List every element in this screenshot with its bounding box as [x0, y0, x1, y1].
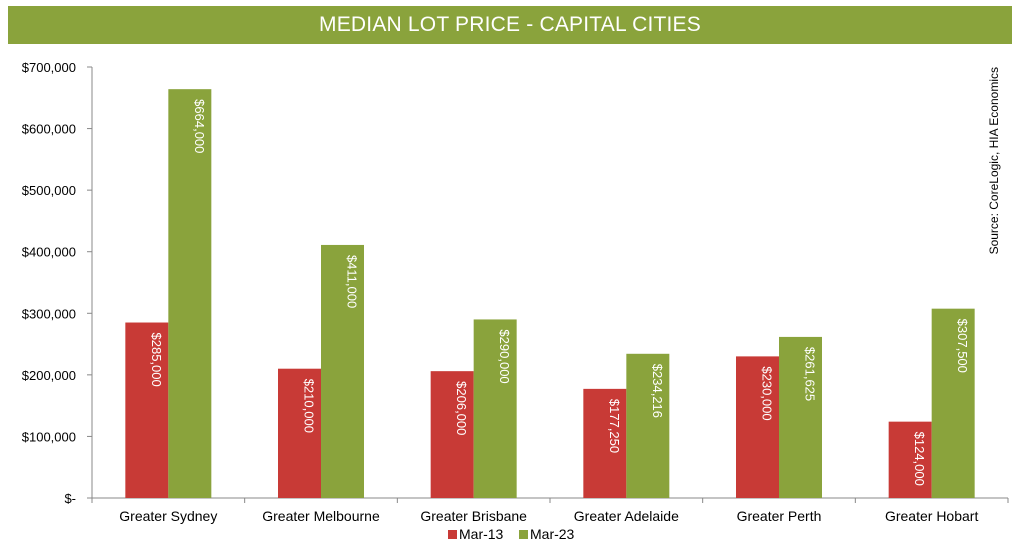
bar-mar-13	[125, 322, 169, 498]
bar-value-label: $210,000	[302, 379, 317, 433]
y-tick-label: $500,000	[22, 183, 76, 198]
y-tick-label: $400,000	[22, 245, 76, 260]
legend: Mar-13 Mar-23	[448, 526, 575, 542]
bar-mar-23	[473, 319, 517, 498]
x-category-label: Greater Melbourne	[262, 508, 380, 524]
bar-mar-13	[888, 421, 932, 498]
bars	[125, 89, 975, 498]
bar-mar-13	[278, 368, 321, 498]
source-note: Source: CoreLogic, HIA Economics	[987, 67, 1001, 254]
bar-value-label: $411,000	[345, 255, 360, 308]
y-tick-label: $-	[64, 491, 76, 506]
x-category-label: Greater Brisbane	[420, 508, 527, 524]
y-tick-label: $600,000	[22, 122, 76, 137]
x-category-label: Greater Adelaide	[574, 508, 679, 524]
bar-value-label: $206,000	[454, 381, 469, 435]
x-category-label: Greater Sydney	[119, 508, 217, 524]
legend-swatch	[519, 530, 528, 539]
bar-value-label: $664,000	[192, 99, 207, 153]
bar-mar-23	[168, 89, 212, 498]
legend-swatch	[448, 530, 457, 539]
y-tick-label: $100,000	[22, 429, 76, 444]
legend-label: Mar-13	[459, 526, 504, 542]
x-category-label: Greater Perth	[737, 508, 822, 524]
bar-mar-23	[931, 308, 975, 498]
y-tick-label: $700,000	[22, 60, 76, 75]
bar-value-label: $230,000	[760, 366, 775, 420]
data-labels: $285,000 $664,000 $210,000 $411,000 $206,000…	[149, 99, 970, 486]
bar-value-label: $285,000	[149, 333, 164, 387]
bar-value-label: $261,625	[803, 347, 818, 401]
axes: $- $100,000 $200,000 $300,000 $400,000 $500,0…	[22, 60, 1009, 524]
legend-label: Mar-23	[530, 526, 575, 542]
bar-mar-13	[430, 371, 474, 498]
bar-mar-23	[626, 353, 670, 498]
bar-value-label: $234,216	[650, 364, 665, 418]
bar-mar-13	[736, 356, 779, 498]
bar-value-label: $177,250	[607, 399, 622, 453]
bar-value-label: $307,500	[955, 319, 970, 373]
bar-mar-23	[779, 336, 822, 498]
bar-mar-13	[583, 388, 627, 498]
x-category-label: Greater Hobart	[885, 508, 978, 524]
bar-mar-23	[321, 244, 364, 498]
y-tick-label: $200,000	[22, 368, 76, 383]
bar-value-label: $124,000	[912, 432, 927, 486]
y-tick-label: $300,000	[22, 306, 76, 321]
bar-value-label: $290,000	[497, 329, 512, 383]
chart-title: MEDIAN LOT PRICE - CAPITAL CITIES	[8, 6, 1012, 44]
